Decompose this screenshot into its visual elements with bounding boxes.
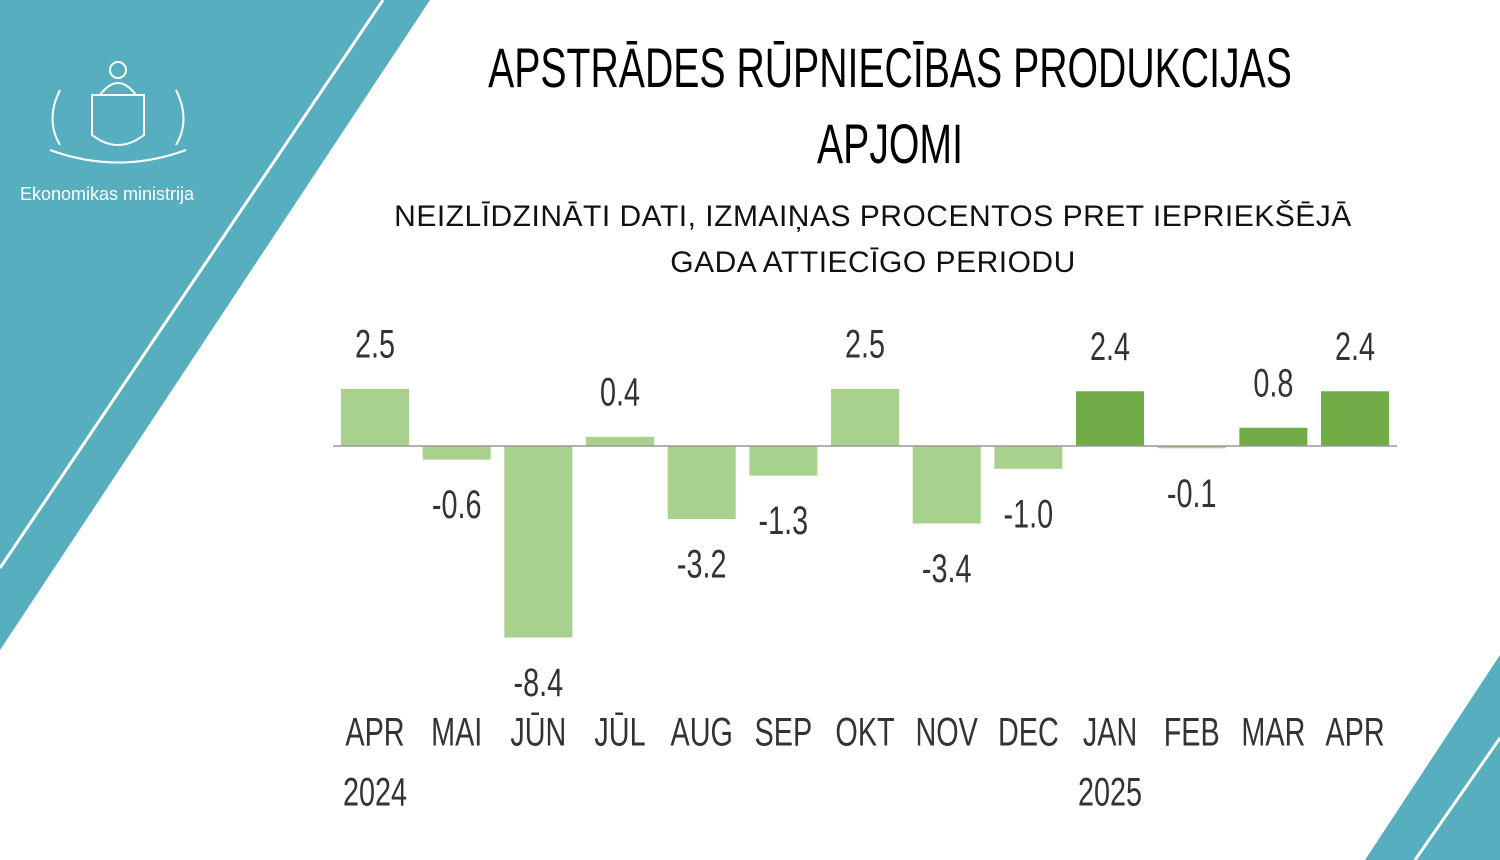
value-label: -0.1 bbox=[1167, 471, 1217, 516]
value-label: -8.4 bbox=[514, 661, 564, 706]
value-label: -3.2 bbox=[677, 542, 727, 587]
brand: Ekonomikas ministrija bbox=[20, 184, 195, 204]
bar bbox=[667, 446, 736, 519]
x-tick-label: JAN bbox=[1083, 710, 1137, 755]
x-tick-label: FEB bbox=[1164, 710, 1220, 755]
x-tick-label: MAR bbox=[1241, 710, 1305, 755]
bar bbox=[749, 446, 818, 476]
value-label: 0.4 bbox=[600, 370, 640, 415]
bar bbox=[831, 389, 900, 446]
bar bbox=[422, 446, 491, 460]
value-label: 2.4 bbox=[1335, 324, 1375, 369]
bar bbox=[994, 446, 1063, 469]
stripe bbox=[0, 0, 385, 569]
x-tick-label: AUG bbox=[670, 710, 732, 755]
x-tick-label: APR bbox=[1325, 710, 1384, 755]
bar bbox=[1157, 446, 1226, 449]
value-label: 2.4 bbox=[1090, 324, 1130, 369]
value-label: -1.3 bbox=[759, 499, 809, 544]
value-label: 2.5 bbox=[845, 322, 885, 367]
bar bbox=[1239, 427, 1308, 446]
chart-subtitle: NEIZLĪDZINĀTI DATI, IZMAIŅAS PROCENTOS P… bbox=[394, 200, 1352, 279]
x-tick-label: DEC bbox=[998, 710, 1059, 755]
bar bbox=[341, 389, 409, 446]
x-tick-label: JŪL bbox=[594, 710, 645, 755]
logo bbox=[49, 61, 187, 164]
year-label: 2025 bbox=[1078, 770, 1142, 815]
x-tick-label: NOV bbox=[915, 710, 978, 755]
bar bbox=[504, 446, 573, 638]
x-tick-label: SEP bbox=[755, 710, 813, 755]
corner-band bbox=[1365, 655, 1500, 860]
value-label: -3.4 bbox=[922, 547, 972, 592]
value-label: -0.6 bbox=[432, 483, 482, 528]
x-tick-label: JŪN bbox=[510, 710, 566, 755]
year-label: 2024 bbox=[343, 770, 407, 815]
x-tick-label: APR bbox=[345, 710, 404, 755]
x-tick-label: MAI bbox=[431, 710, 482, 755]
stripe bbox=[1413, 737, 1500, 860]
x-tick-label: OKT bbox=[835, 710, 894, 755]
value-label: 2.5 bbox=[355, 322, 395, 367]
chart-title: APSTRĀDES RŪPNIECĪBAS PRODUKCIJAS APJOMI bbox=[488, 36, 1292, 175]
value-label: 0.8 bbox=[1253, 361, 1293, 406]
value-label: -1.0 bbox=[1004, 492, 1054, 537]
bar bbox=[1076, 391, 1145, 446]
bar bbox=[912, 446, 981, 524]
bar bbox=[586, 436, 655, 446]
bar bbox=[1321, 391, 1390, 446]
